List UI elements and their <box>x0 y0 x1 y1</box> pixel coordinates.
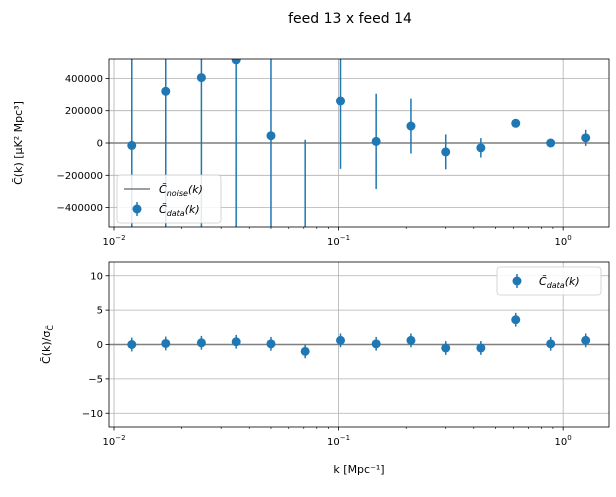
x-tick-label: 10−2 <box>102 234 125 248</box>
y-tick-label: −10 <box>82 409 103 420</box>
data-point <box>266 131 276 141</box>
x-tick-label: 10−1 <box>327 434 350 448</box>
data-series <box>127 312 591 359</box>
y-tick-label: 10 <box>90 271 103 282</box>
y-tick-label: 400000 <box>65 74 103 85</box>
data-point <box>406 121 416 131</box>
legend-label: C̃noise(k) <box>159 183 203 198</box>
data-point <box>371 339 381 349</box>
y-axis-label: C̃(k) [μK² Mpc³] <box>12 101 25 185</box>
figure-title: feed 13 x feed 14 <box>288 11 412 27</box>
y-tick-label: 5 <box>97 306 103 317</box>
legend-marker-swatch <box>132 204 142 214</box>
data-point <box>476 343 486 353</box>
data-point <box>406 335 416 345</box>
x-tick-label: 100 <box>555 434 572 448</box>
data-point <box>441 343 451 353</box>
data-point <box>371 136 381 146</box>
data-point <box>231 337 241 347</box>
x-axis-label: k [Mpc⁻¹] <box>333 463 384 476</box>
legend: C̃noise(k) C̃data(k) <box>116 174 222 224</box>
legend-box <box>116 174 222 224</box>
data-point <box>301 244 310 253</box>
y-tick-label: −400000 <box>56 203 103 214</box>
data-point <box>161 338 171 348</box>
data-point <box>511 315 521 325</box>
panel-top: 10−2 10−1 100 −400000 −200000 0 200000 400000 C̃… <box>12 58 610 253</box>
data-point <box>336 335 346 345</box>
data-point <box>546 138 556 148</box>
data-point <box>266 339 276 349</box>
data-point <box>231 59 241 65</box>
data-point <box>161 86 171 96</box>
y-tick-label: 200000 <box>65 106 103 117</box>
data-point <box>546 339 556 349</box>
legend-label: C̃data(k) <box>539 275 580 290</box>
data-point <box>441 147 451 157</box>
data-point <box>127 140 137 150</box>
data-point <box>581 133 591 143</box>
panel-bottom: 10−2 10−1 100 −10 −5 0 5 10 C̃(k)/σC̃ k [Mpc⁻¹] C̃… <box>40 261 610 476</box>
x-tick-label: 100 <box>555 234 572 248</box>
data-point <box>300 346 310 356</box>
data-point <box>581 335 591 345</box>
data-point <box>196 73 206 83</box>
legend-marker-swatch <box>512 276 522 286</box>
legend-label: C̃data(k) <box>159 203 200 218</box>
y-tick-label: −5 <box>88 374 103 385</box>
data-point <box>196 338 206 348</box>
x-tick-label: 10−2 <box>102 434 125 448</box>
y-tick-label: −200000 <box>56 171 103 182</box>
data-point <box>511 118 521 128</box>
y-tick-label: 0 <box>97 340 103 351</box>
y-axis-label: C̃(k)/σC̃ <box>40 325 55 364</box>
data-point <box>336 96 346 106</box>
legend: C̃data(k) <box>496 266 602 296</box>
plot-frame <box>108 58 610 228</box>
legend-box <box>496 266 602 296</box>
data-point <box>476 143 486 153</box>
y-tick-label: 0 <box>97 139 103 150</box>
plot-frame <box>108 261 610 428</box>
data-point <box>127 340 137 349</box>
data-series <box>127 59 591 253</box>
x-tick-label: 10−1 <box>327 234 350 248</box>
